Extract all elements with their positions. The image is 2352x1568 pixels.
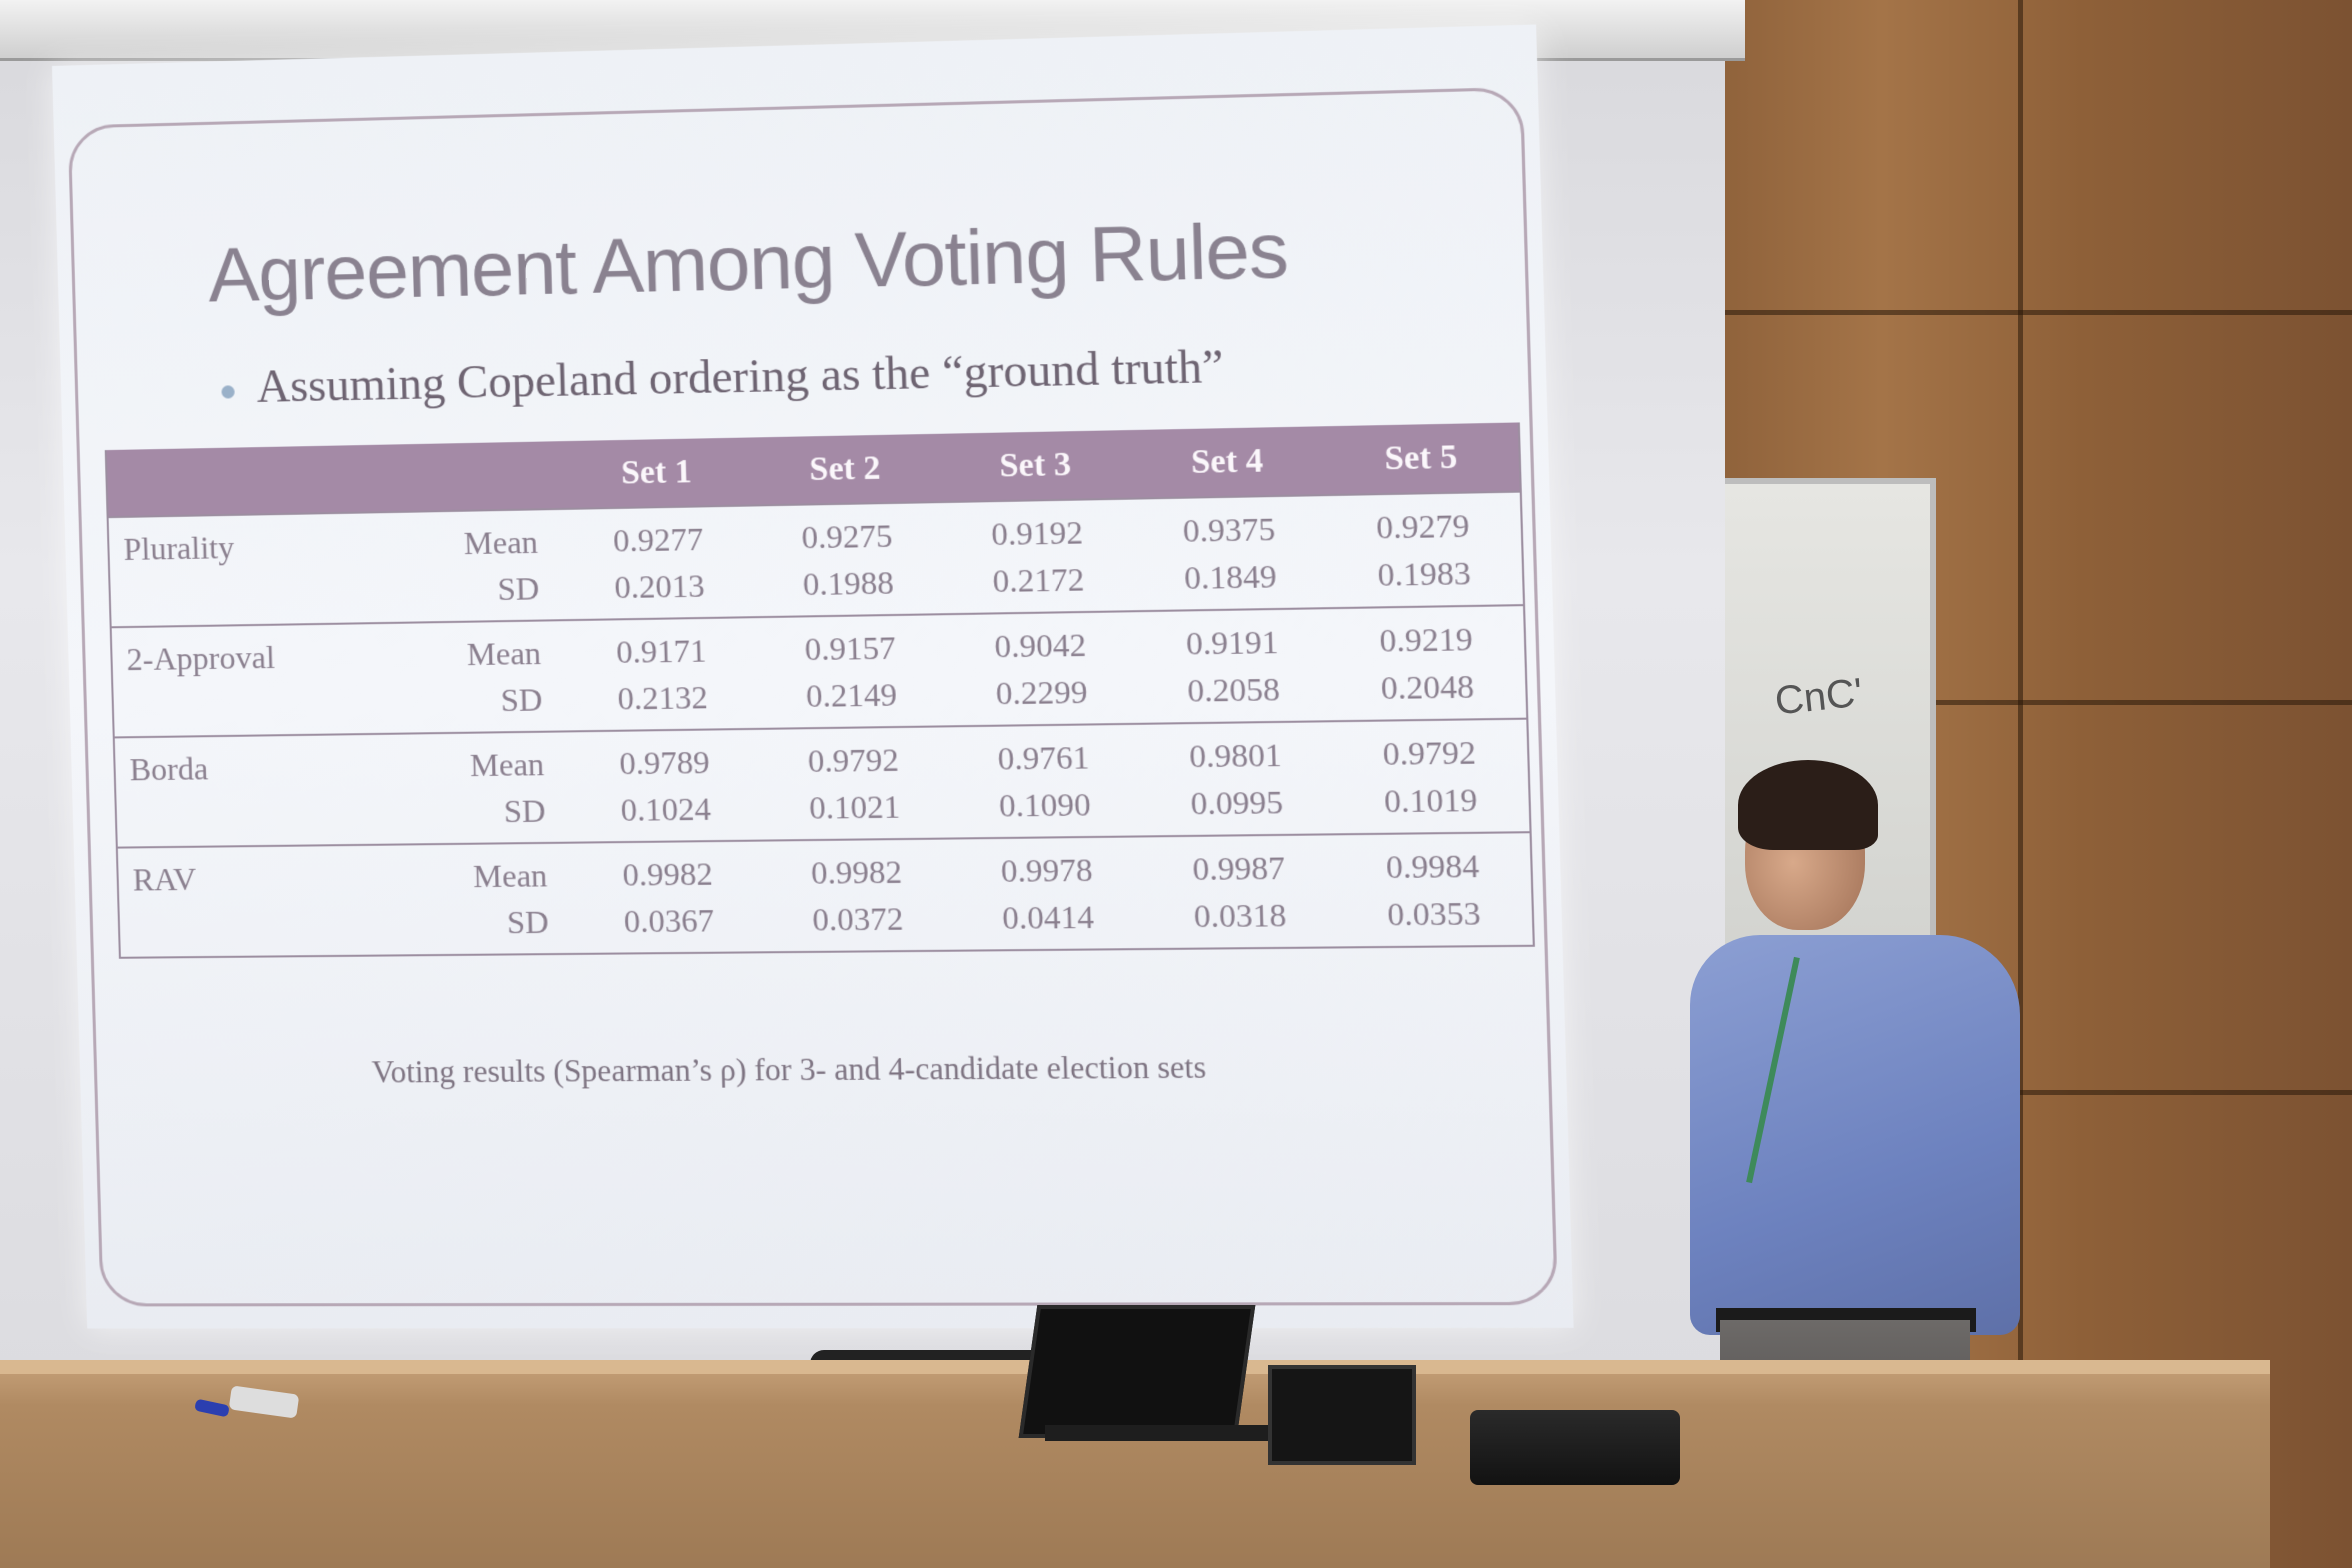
table-cell: 0.1983	[1326, 548, 1524, 608]
table-cell: 0.9978	[950, 836, 1143, 894]
stat-label: Mean	[419, 509, 565, 567]
rule-name: RAV	[117, 844, 430, 902]
rule-name: 2-Approval	[111, 622, 424, 682]
stat-label: Mean	[428, 843, 574, 900]
table-header-cell: Set 2	[749, 434, 940, 506]
tablet-device	[1268, 1365, 1416, 1465]
table-cell: 0.2048	[1329, 662, 1527, 721]
whiteboard-scribble: CnC'	[1773, 671, 1865, 725]
table-cell: 0.9982	[573, 841, 763, 899]
table-cell: 0.2013	[565, 561, 755, 620]
table-cell: 0.9277	[563, 506, 753, 565]
table-cell: 0.1019	[1333, 775, 1531, 834]
table-cell: 0.0995	[1140, 778, 1334, 837]
presenter-shirt	[1690, 935, 2020, 1335]
rule-name: Plurality	[108, 512, 421, 573]
table-header-cell: Set 3	[939, 430, 1132, 502]
projected-slide: Agreement Among Voting Rules Assuming Co…	[52, 24, 1574, 1328]
table-cell: 0.9789	[570, 729, 760, 787]
stat-label: SD	[427, 787, 573, 844]
table-caption: Voting results (Spearman’s ρ) for 3- and…	[371, 1049, 1206, 1091]
stat-label: SD	[430, 898, 576, 955]
table-header-cell: Set 1	[562, 438, 752, 509]
table-header-blank	[106, 441, 564, 517]
table-cell: 0.9219	[1328, 605, 1526, 665]
table-header-cell: Set 4	[1130, 426, 1325, 498]
table-cell: 0.1090	[949, 780, 1142, 838]
table-cell: 0.1024	[571, 785, 761, 843]
table-cell: 0.9042	[944, 611, 1137, 670]
bullet-dot-icon	[221, 385, 234, 398]
table-cell: 0.9792	[758, 726, 949, 784]
table-cell: 0.9275	[751, 502, 942, 561]
table-group-borda: Borda Mean 0.9789 0.9792 0.9761 0.9801 0…	[114, 719, 1531, 848]
stat-label: Mean	[425, 731, 571, 788]
table-cell: 0.2299	[946, 668, 1139, 727]
table-cell: 0.9984	[1334, 832, 1532, 891]
table-cell: 0.1988	[753, 558, 944, 617]
table-cell: 0.0353	[1336, 889, 1534, 947]
laptop-base	[1045, 1425, 1285, 1441]
table-cell: 0.9279	[1325, 492, 1523, 552]
stat-label: SD	[424, 676, 570, 734]
table-cell: 0.0372	[762, 895, 953, 953]
presenter	[1660, 760, 2060, 1460]
table-cell: 0.9375	[1132, 495, 1326, 555]
table-cell: 0.2149	[756, 670, 947, 729]
stat-label: Mean	[422, 620, 568, 678]
projector	[1470, 1410, 1680, 1485]
table-cell: 0.9192	[941, 499, 1134, 559]
rule-name-empty	[115, 789, 428, 848]
table-cell: 0.9982	[761, 839, 952, 897]
wall-panel-seam	[1920, 700, 2352, 705]
table-cell: 0.9171	[567, 617, 757, 676]
table-cell: 0.0367	[574, 896, 764, 953]
table-header-cell: Set 5	[1323, 422, 1521, 495]
rule-name-empty	[109, 567, 422, 627]
results-table: Set 1 Set 2 Set 3 Set 4 Set 5 Plurality …	[105, 422, 1535, 958]
presenter-hair	[1738, 760, 1878, 850]
rule-name-empty	[112, 678, 425, 738]
table-cell: 0.1849	[1134, 552, 1328, 612]
table-cell: 0.0318	[1143, 891, 1337, 949]
table-group-rav: RAV Mean 0.9982 0.9982 0.9978 0.9987 0.9…	[117, 832, 1534, 958]
table-cell: 0.9801	[1138, 721, 1332, 780]
laptop-screen	[1019, 1305, 1256, 1438]
table-cell: 0.2172	[942, 555, 1135, 614]
table-cell: 0.9191	[1135, 608, 1329, 667]
table-group-2-approval: 2-Approval Mean 0.9171 0.9157 0.9042 0.9…	[111, 605, 1528, 737]
rule-name: Borda	[114, 733, 427, 792]
table-cell: 0.9761	[947, 724, 1140, 783]
table-cell: 0.9987	[1142, 834, 1336, 892]
table-cell: 0.2132	[568, 673, 758, 731]
table-cell: 0.9792	[1331, 719, 1529, 778]
table-cell: 0.9157	[755, 614, 946, 673]
wall-panel-seam	[1720, 310, 2352, 315]
table-cell: 0.2058	[1137, 665, 1331, 724]
rule-name-empty	[118, 900, 431, 958]
stat-label: SD	[421, 565, 567, 623]
table-cell: 0.0414	[952, 893, 1145, 951]
table-cell: 0.1021	[759, 782, 950, 840]
